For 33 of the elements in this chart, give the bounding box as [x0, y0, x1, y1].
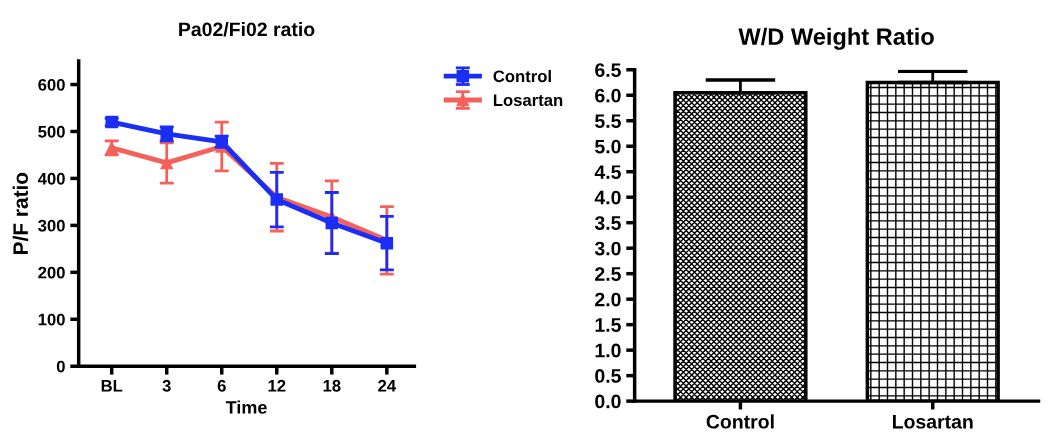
y-tick-label: 6.0	[595, 88, 621, 103]
x-tick-label: 6	[217, 379, 226, 392]
x-tick-label: 12	[268, 379, 286, 392]
y-tick-label: 100	[38, 313, 65, 326]
y-tick-label: 0.0	[595, 394, 621, 409]
y-tick-label: 1.0	[595, 343, 621, 358]
legend-label: Losartan	[493, 94, 563, 107]
x-tick-label: 24	[378, 379, 397, 392]
x-tick-label: BL	[101, 380, 123, 392]
y-tick-label: 0.5	[595, 369, 621, 383]
y-tick-label: 2.5	[595, 267, 621, 281]
y-tick-label: 3.0	[594, 241, 621, 256]
y-tick-label: 300	[38, 219, 65, 232]
y-tick-label: 4.5	[594, 165, 621, 179]
y-tick-label: 400	[37, 172, 65, 185]
y-tick-label: 0	[56, 360, 65, 373]
y-tick-label: 4.0	[594, 190, 621, 205]
chart-title: Pa02/Fi02 ratio	[179, 21, 315, 37]
y-tick-label: 3.5	[594, 216, 621, 230]
y-tick-label: 1.5	[595, 318, 621, 332]
legend-label: Control	[493, 69, 551, 83]
y-tick-label: 500	[38, 125, 65, 138]
y-tick-label: 2.0	[595, 292, 621, 307]
chart-title: W/D Weight Ratio	[738, 27, 934, 50]
x-tick-label: 3	[162, 379, 171, 392]
y-tick-label: 6.5	[595, 63, 621, 77]
y-tick-label: 600	[38, 78, 65, 91]
y-axis-title: P/F ratio	[12, 172, 29, 254]
y-tick-label: 5.0	[595, 139, 621, 154]
x-axis-title: Time	[225, 400, 267, 414]
x-tick-label: 18	[323, 379, 341, 392]
y-tick-label: 5.5	[595, 114, 621, 128]
y-tick-label: 200	[38, 266, 65, 279]
